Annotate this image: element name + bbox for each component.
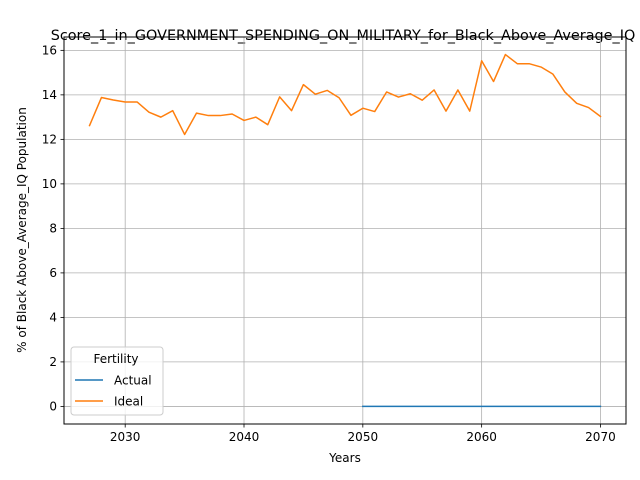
legend: Fertility Actual Ideal (70, 346, 164, 416)
chart-title: Score_1_in_GOVERNMENT_SPENDING_ON_MILITA… (51, 28, 636, 44)
y-axis: 0 2 4 6 8 10 12 14 16 (42, 44, 64, 414)
x-tick-label: 2060 (466, 430, 497, 444)
x-tick-label: 2050 (348, 430, 379, 444)
y-tick-label: 12 (42, 133, 57, 147)
y-tick-label: 0 (49, 400, 57, 414)
legend-title: Fertility (93, 352, 138, 366)
plot-frame (63, 36, 627, 425)
legend-box (70, 346, 164, 416)
legend-label-ideal: Ideal (114, 395, 143, 409)
series-line-ideal (88, 53, 602, 136)
y-axis-label: % of Black Above_Average_IQ Population (15, 107, 29, 353)
y-tick-label: 2 (49, 355, 57, 369)
y-tick-label: 6 (49, 266, 57, 280)
y-tick-label: 14 (42, 88, 57, 102)
x-axis-label: Years (328, 451, 361, 465)
x-tick-label: 2040 (229, 430, 260, 444)
y-tick-label: 16 (42, 44, 57, 58)
x-axis: 2030 2040 2050 2060 2070 (110, 424, 616, 444)
x-tick-label: 2030 (110, 430, 141, 444)
x-tick-label: 2070 (585, 430, 616, 444)
series-lines (88, 53, 602, 408)
y-tick-label: 8 (49, 222, 57, 236)
y-tick-label: 10 (42, 177, 57, 191)
legend-label-actual: Actual (114, 374, 152, 388)
y-tick-label: 4 (49, 311, 57, 325)
